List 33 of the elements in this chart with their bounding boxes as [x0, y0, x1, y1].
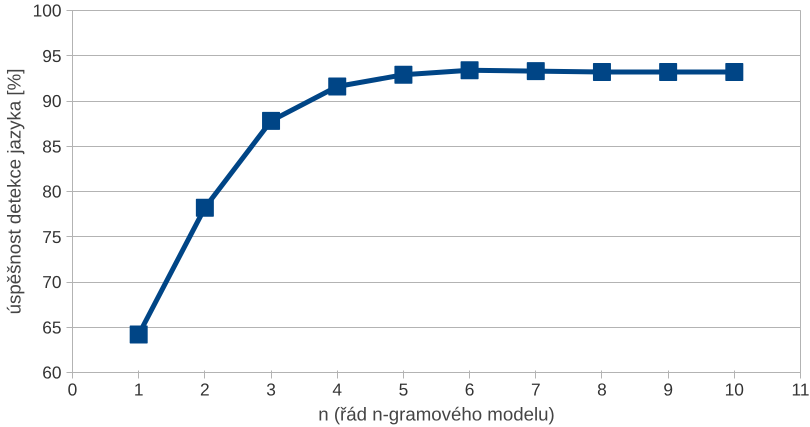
point [526, 62, 545, 80]
x-tick-label: 2 [200, 380, 210, 400]
y-tick-label: 75 [42, 226, 62, 247]
point [659, 63, 678, 82]
point [262, 112, 280, 130]
point [592, 63, 611, 82]
x-tick-label: 8 [597, 380, 607, 400]
x-tick-label: 5 [398, 380, 408, 400]
x-axis-title: n (řád n-gramového modelu) [318, 404, 555, 424]
point [130, 325, 148, 344]
point [196, 198, 214, 217]
y-tick-label: 85 [42, 136, 62, 156]
point [725, 63, 744, 82]
x-tick-label: 7 [530, 380, 541, 400]
x-tick-label: 11 [792, 380, 810, 400]
point [394, 66, 412, 84]
y-tick-label: 60 [42, 362, 62, 382]
x-tick-label: 3 [266, 380, 276, 400]
x-tick-label: 10 [724, 380, 744, 400]
y-tick-label: 80 [42, 182, 62, 202]
x-tick-label: 0 [68, 380, 78, 400]
x-tick-label: 1 [134, 380, 144, 400]
x-tick-label: 4 [332, 380, 342, 400]
y-tick-label: 100 [32, 0, 62, 20]
x-tick-label: 6 [464, 380, 474, 400]
y-tick-label: 70 [42, 272, 62, 292]
point [460, 61, 479, 80]
x-tick-label: 9 [663, 380, 673, 400]
point [328, 78, 346, 96]
y-tick-label: 90 [42, 91, 62, 111]
y-axis-title: úspěšnost detekce jazyka [%] [4, 68, 25, 314]
y-tick-label: 95 [42, 46, 62, 66]
y-tick-label: 65 [42, 317, 62, 338]
